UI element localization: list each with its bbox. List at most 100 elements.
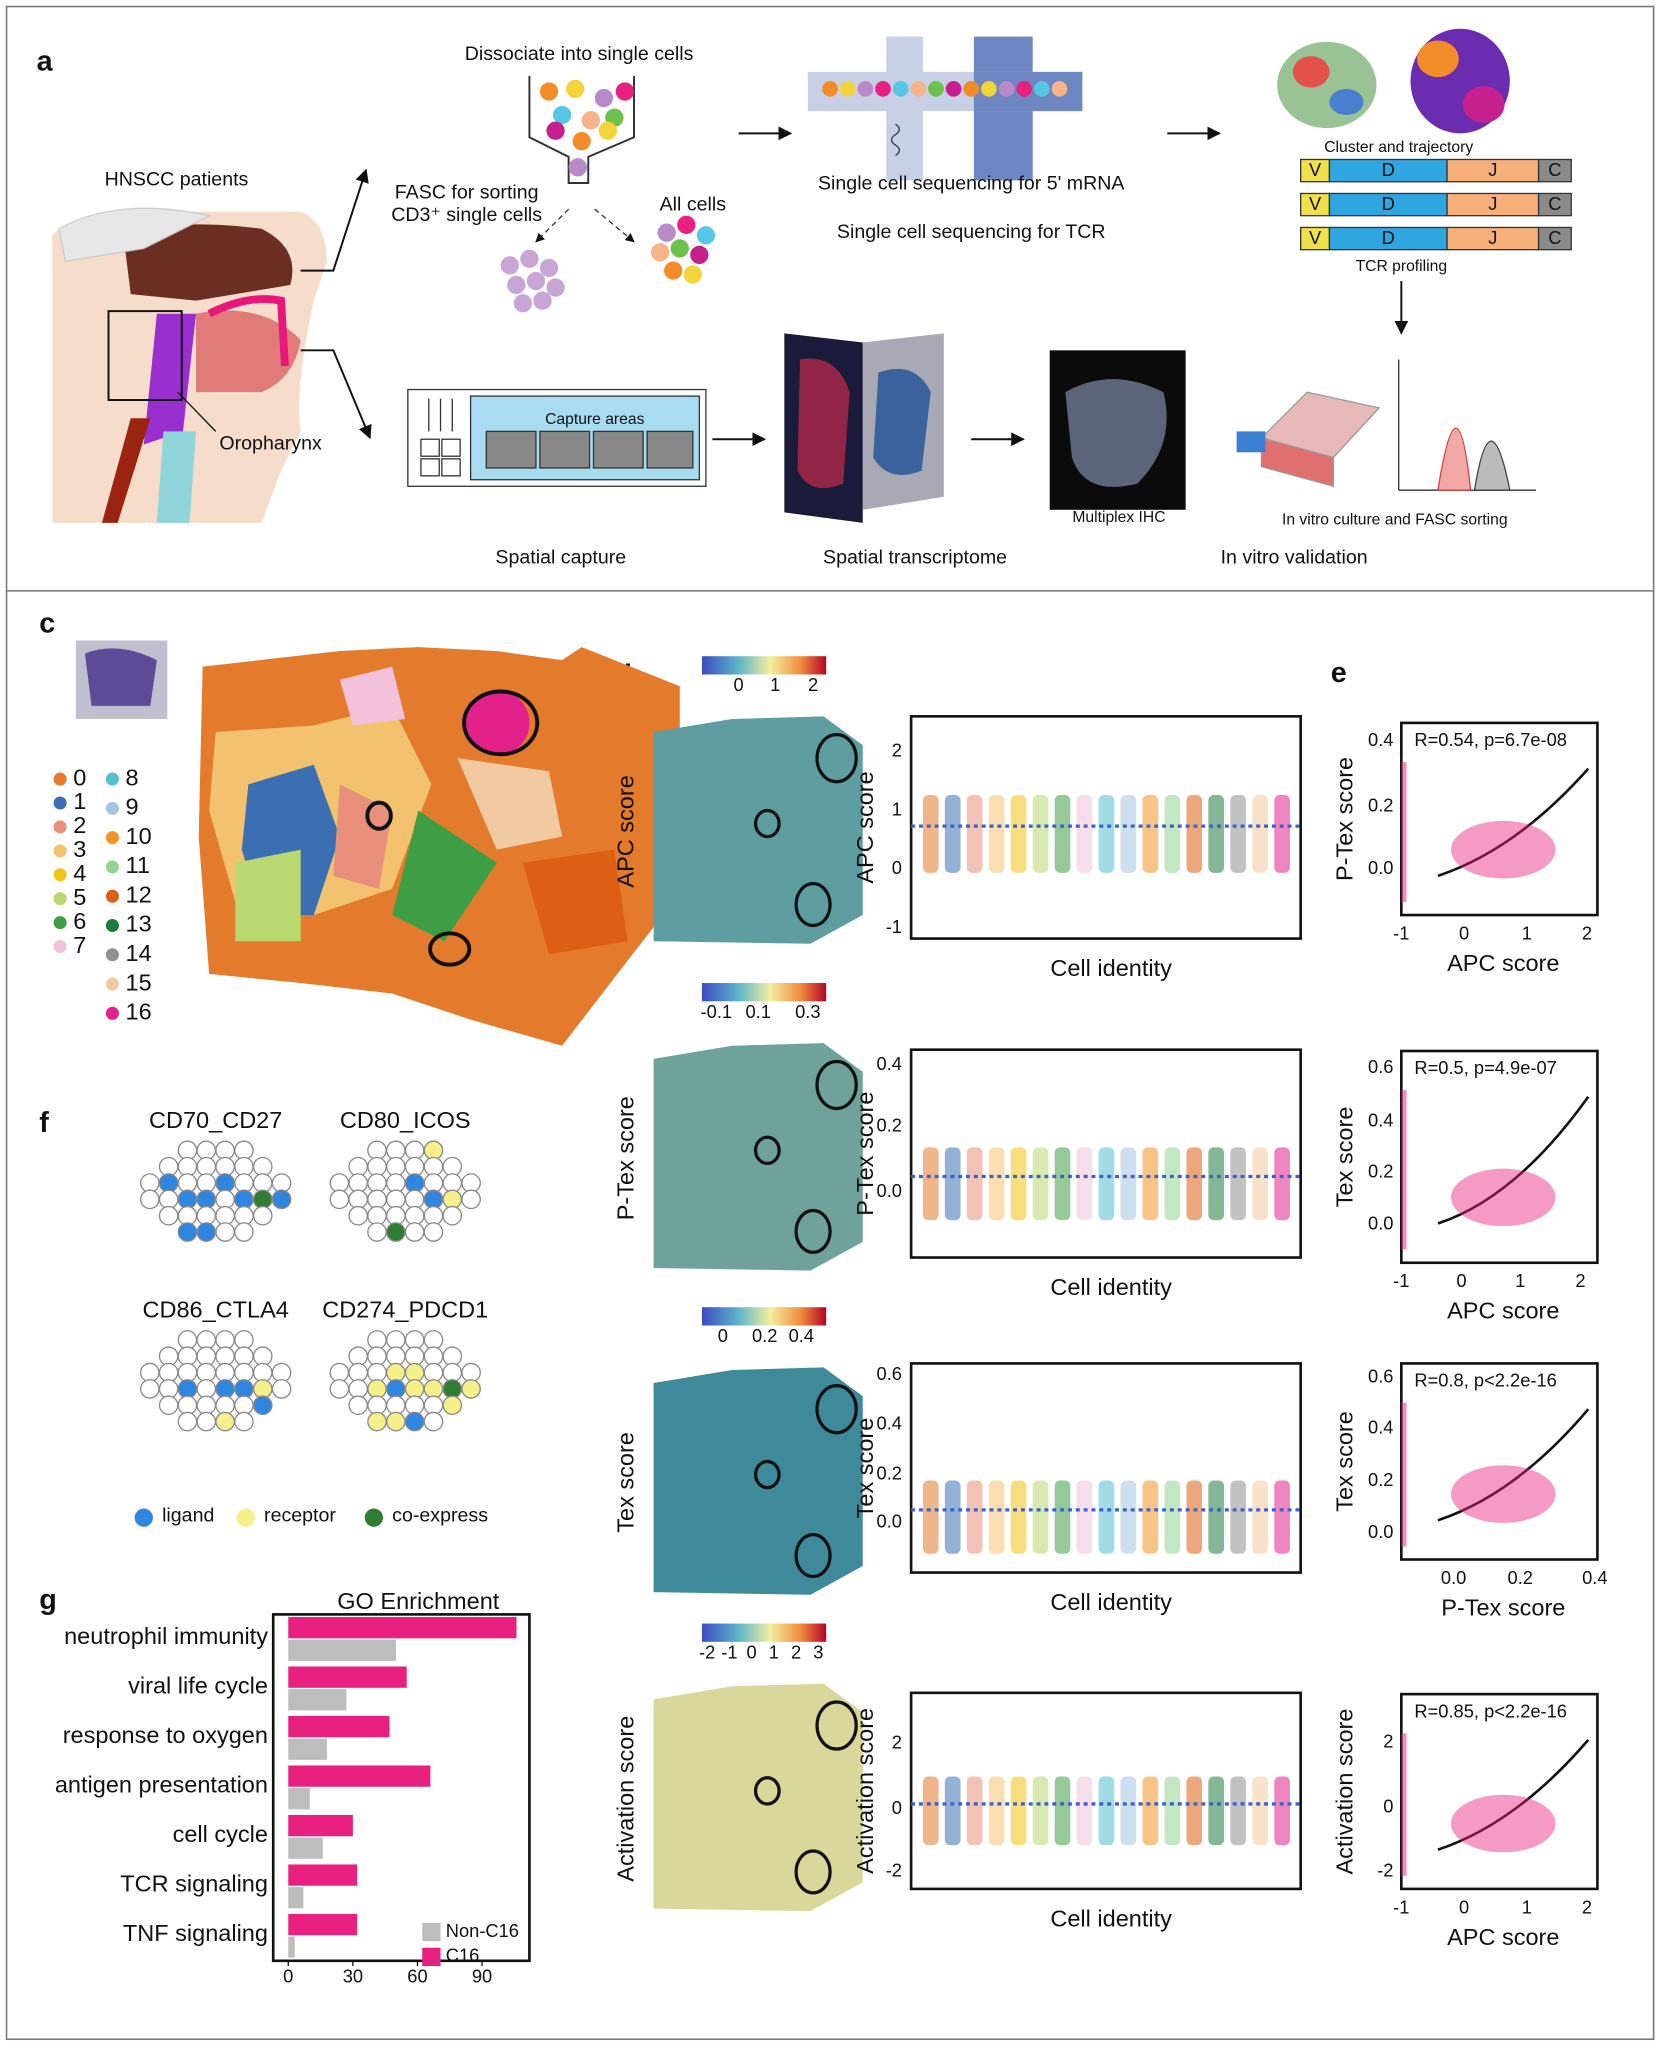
cell-dot [690, 245, 709, 265]
cluster-strip [1230, 795, 1247, 873]
cell-dot [598, 121, 618, 140]
spot [404, 1205, 425, 1226]
spot [442, 1189, 463, 1210]
x-tick-label: -1 [1393, 1270, 1409, 1291]
spot [442, 1379, 463, 1399]
cluster-strip [1098, 795, 1115, 873]
y-tick-label: 0.0 [1368, 857, 1393, 878]
spot [234, 1156, 254, 1177]
legend-label: 7 [73, 932, 86, 958]
label: Spatial capture [495, 546, 626, 568]
spot [367, 1379, 387, 1399]
spot [386, 1379, 406, 1399]
spot [177, 1140, 198, 1161]
arrow [300, 168, 369, 272]
spot [423, 1395, 444, 1416]
x-axis-label: Cell identity [1050, 1274, 1172, 1300]
cluster-strip [988, 1147, 1005, 1221]
umap-illustration [1277, 28, 1510, 134]
cluster-strip [944, 1147, 961, 1221]
cell-dot [857, 81, 874, 97]
cluster-strip [1274, 795, 1290, 873]
spot [234, 1189, 254, 1210]
legend-label: 15 [125, 969, 151, 995]
spot [423, 1222, 444, 1242]
panel-e: R=0.54, p=6.7e-08 0.4 0.2 0.0 -1 0 1 2 P-Tex sco… [1332, 721, 1608, 1950]
spot [386, 1222, 406, 1242]
cell-dot [572, 132, 591, 151]
cell-dot [615, 82, 634, 101]
spot [234, 1346, 254, 1367]
x-tick-label: 0 [1459, 1896, 1469, 1917]
spot [196, 1189, 217, 1210]
cluster-strip [1010, 1147, 1027, 1221]
tcr-segment [1537, 226, 1572, 251]
cell-dots [500, 79, 716, 313]
legend-label: 13 [125, 911, 151, 937]
y-tick-label: 0.6 [1368, 1056, 1393, 1077]
plot-frame [1400, 1692, 1599, 1891]
spot [234, 1330, 254, 1350]
map-label: Tex score [613, 1432, 639, 1533]
label: Cluster and trajectory [1324, 139, 1473, 156]
spot [252, 1156, 273, 1177]
y-tick-label: response to oxygen [63, 1722, 268, 1748]
highlight-circle [365, 800, 393, 831]
cluster-strip [1054, 1776, 1071, 1846]
tcr-segment [1537, 158, 1572, 183]
tcr-segment-label: C [1548, 227, 1561, 248]
cluster-strip [966, 1776, 983, 1846]
spot [215, 1222, 235, 1242]
legend-swatch [105, 918, 119, 933]
spot [234, 1173, 254, 1193]
legend-swatch [53, 916, 67, 930]
legend-label: 0 [73, 764, 86, 790]
cell-dot [657, 223, 676, 242]
x-tick-label: 2 [1582, 922, 1592, 943]
cell-dot [1051, 81, 1068, 97]
y-tick-label: antigen presentation [55, 1772, 268, 1798]
spot [158, 1395, 179, 1416]
highlight-circle [815, 1700, 858, 1751]
tcr-segments: V D J C V D J C V D J C [1300, 158, 1572, 251]
cluster-strip [1076, 1776, 1093, 1846]
legend-swatch [422, 1922, 441, 1942]
spot [252, 1205, 273, 1226]
highlight-circle [753, 1776, 781, 1806]
x-tick-label: -1 [1393, 1896, 1409, 1917]
y-tick-label: 0.0 [1368, 1213, 1393, 1234]
spot [367, 1330, 387, 1350]
legend-label: ligand [162, 1505, 214, 1527]
cell-dot [539, 258, 559, 278]
spot [234, 1395, 254, 1416]
y-tick-label: 0.2 [1368, 794, 1393, 815]
cluster-strip [1076, 795, 1093, 873]
cell-dot [664, 261, 683, 280]
x-tick-label: 2 [1582, 1896, 1592, 1917]
spot [234, 1379, 254, 1399]
legend-swatch [105, 948, 119, 962]
cluster-strip [1010, 795, 1027, 873]
spot [386, 1411, 406, 1432]
legend-label: 16 [125, 999, 151, 1025]
spot [329, 1379, 350, 1399]
cluster-strip [1142, 795, 1159, 873]
spot [215, 1189, 235, 1210]
spot [196, 1379, 217, 1399]
figure-frame [5, 5, 1655, 2041]
cluster-strip [1010, 1480, 1027, 1554]
cluster-strip [1032, 1147, 1049, 1221]
highlight-circle [428, 931, 472, 967]
y-tick-label: 0 [892, 857, 902, 878]
tcr-segment-label: V [1309, 193, 1322, 214]
colorbar [701, 983, 827, 1002]
legend-swatch [105, 977, 119, 991]
cluster-strip [944, 795, 961, 873]
y-axis-label: P-Tex score [852, 1092, 878, 1216]
x-axis-label: Cell identity [1050, 955, 1172, 981]
x-axis-label: APC score [1447, 950, 1559, 976]
y-axis-label: Tex score [852, 1418, 878, 1519]
spot [442, 1173, 463, 1193]
spot [423, 1411, 444, 1432]
